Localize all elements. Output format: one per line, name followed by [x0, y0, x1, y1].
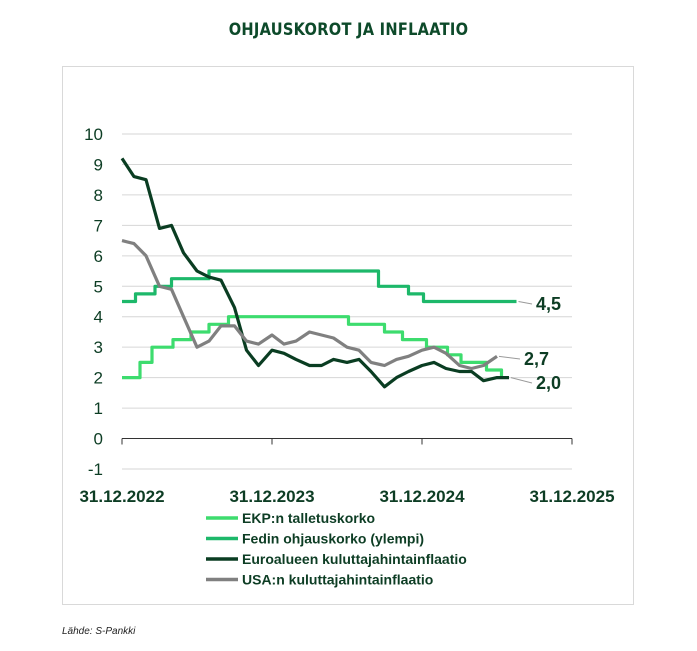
y-tick-label: 9 — [94, 155, 103, 174]
y-tick-label: 3 — [94, 338, 103, 357]
end-label-leader — [510, 377, 533, 384]
y-tick-label: 1 — [94, 399, 103, 418]
y-tick-label: 10 — [84, 125, 103, 144]
source-note: Lähde: S-Pankki — [62, 626, 136, 637]
end-labels: 4,5 2,7 2,0 — [498, 294, 561, 393]
y-tick-label: 0 — [94, 430, 103, 449]
series-lines — [120, 157, 517, 389]
x-tick-label: 31.12.2025 — [529, 487, 614, 506]
legend-label: USA:n kuluttajahintainflaatio — [242, 572, 433, 588]
series-line-0 — [122, 315, 504, 380]
x-axis: 31.12.2022 31.12.2023 31.12.2024 31.12.2025 — [79, 438, 615, 506]
legend: EKP:n talletuskorko Fedin ohjauskorko (yl… — [206, 510, 467, 588]
x-tick-label: 31.12.2024 — [379, 487, 465, 506]
series-line-2 — [120, 157, 509, 389]
chart-frame — [62, 66, 634, 605]
y-tick-label: 2 — [94, 369, 103, 388]
y-tick-label: 4 — [94, 308, 103, 327]
x-tick-label: 31.12.2022 — [79, 487, 164, 506]
end-label-leader — [518, 301, 533, 305]
series-line-1 — [122, 269, 517, 304]
y-tick-label: 6 — [94, 247, 103, 266]
end-label-leader — [498, 355, 521, 360]
legend-label: Euroalueen kuluttajahintainflaatio — [242, 551, 467, 567]
legend-label: EKP:n talletuskorko — [242, 510, 375, 526]
y-tick-label: 8 — [94, 186, 103, 205]
legend-label: Fedin ohjauskorko (ylempi) — [242, 531, 424, 547]
end-label: 4,5 — [536, 294, 561, 314]
end-label: 2,0 — [536, 373, 561, 393]
y-tick-label: -1 — [88, 460, 103, 479]
series-line-3 — [121, 239, 498, 371]
chart-title: OHJAUSKOROT JA INFLAATIO — [228, 20, 469, 40]
y-tick-label: 7 — [94, 216, 103, 235]
y-tick-label: 5 — [94, 277, 103, 296]
end-label: 2,7 — [524, 349, 549, 369]
x-tick-label: 31.12.2023 — [229, 487, 314, 506]
